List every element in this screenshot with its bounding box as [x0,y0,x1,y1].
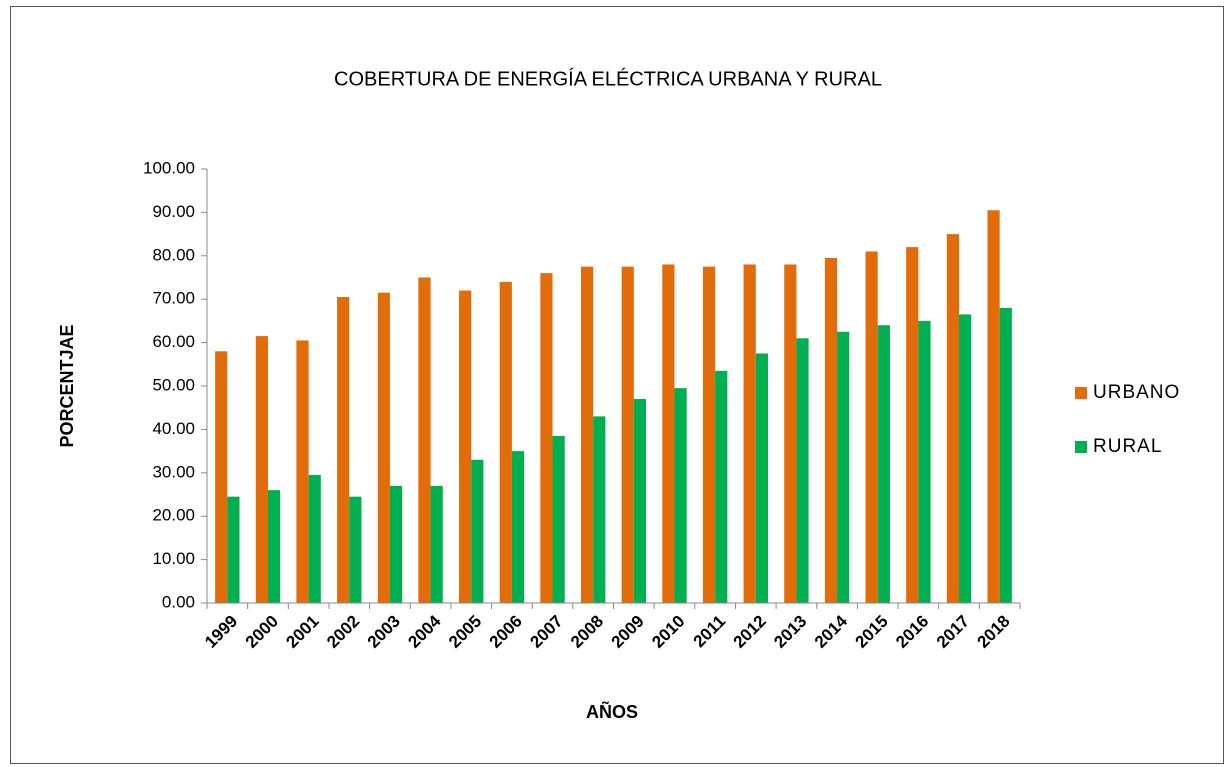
bar [267,490,281,603]
legend-label: URBANO [1093,382,1180,403]
bar [796,338,809,603]
y-tick-label: 90.00 [152,202,195,221]
chart-title: COBERTURA DE ENERGÍA ELÉCTRICA URBANA Y … [334,67,882,90]
bar [389,485,403,603]
y-axis-label: PORCENTJAE [57,324,77,447]
bar [633,399,647,603]
bar [255,336,268,603]
bar [824,257,838,603]
bar [349,496,362,603]
y-tick-label: 0.00 [162,592,195,611]
bar [552,435,565,603]
bar [337,297,350,603]
bar [946,234,960,603]
bar [471,459,484,603]
y-tick-label: 40.00 [152,419,195,438]
bar [621,266,634,603]
y-tick-label: 100.00 [143,158,195,177]
bar [662,264,675,603]
x-axis-label: AÑOS [586,701,638,722]
y-tick-label: 70.00 [152,289,195,308]
bar [743,264,756,603]
y-tick-label: 50.00 [152,375,195,394]
bar [580,266,594,603]
bar [215,351,228,603]
bar [999,307,1012,603]
bar [674,388,687,603]
bar [593,416,606,603]
bar [959,314,972,603]
bar [702,266,716,603]
legend-swatch [1075,387,1087,399]
legend-label: RURAL [1093,436,1162,457]
y-tick-label: 80.00 [152,245,195,264]
bar [308,474,321,603]
bar [418,277,431,603]
bar [511,451,525,603]
legend-swatch [1075,441,1087,453]
y-tick-label: 20.00 [152,506,195,525]
chart-border [10,6,1224,764]
bar [499,281,512,603]
bar [715,370,728,603]
y-tick-label: 10.00 [152,549,195,568]
y-tick-label: 60.00 [152,332,195,351]
bar [755,353,768,603]
bar [459,290,472,603]
y-tick-label: 30.00 [152,462,195,481]
bar [918,320,931,603]
bar [296,340,309,603]
bar [227,496,240,603]
bar [877,325,890,603]
bar [377,292,390,603]
bar [540,273,553,603]
bar [430,485,443,603]
bar [987,210,1000,604]
bar [865,251,878,603]
bar [837,331,850,603]
bar [906,247,919,603]
bar [784,264,797,603]
